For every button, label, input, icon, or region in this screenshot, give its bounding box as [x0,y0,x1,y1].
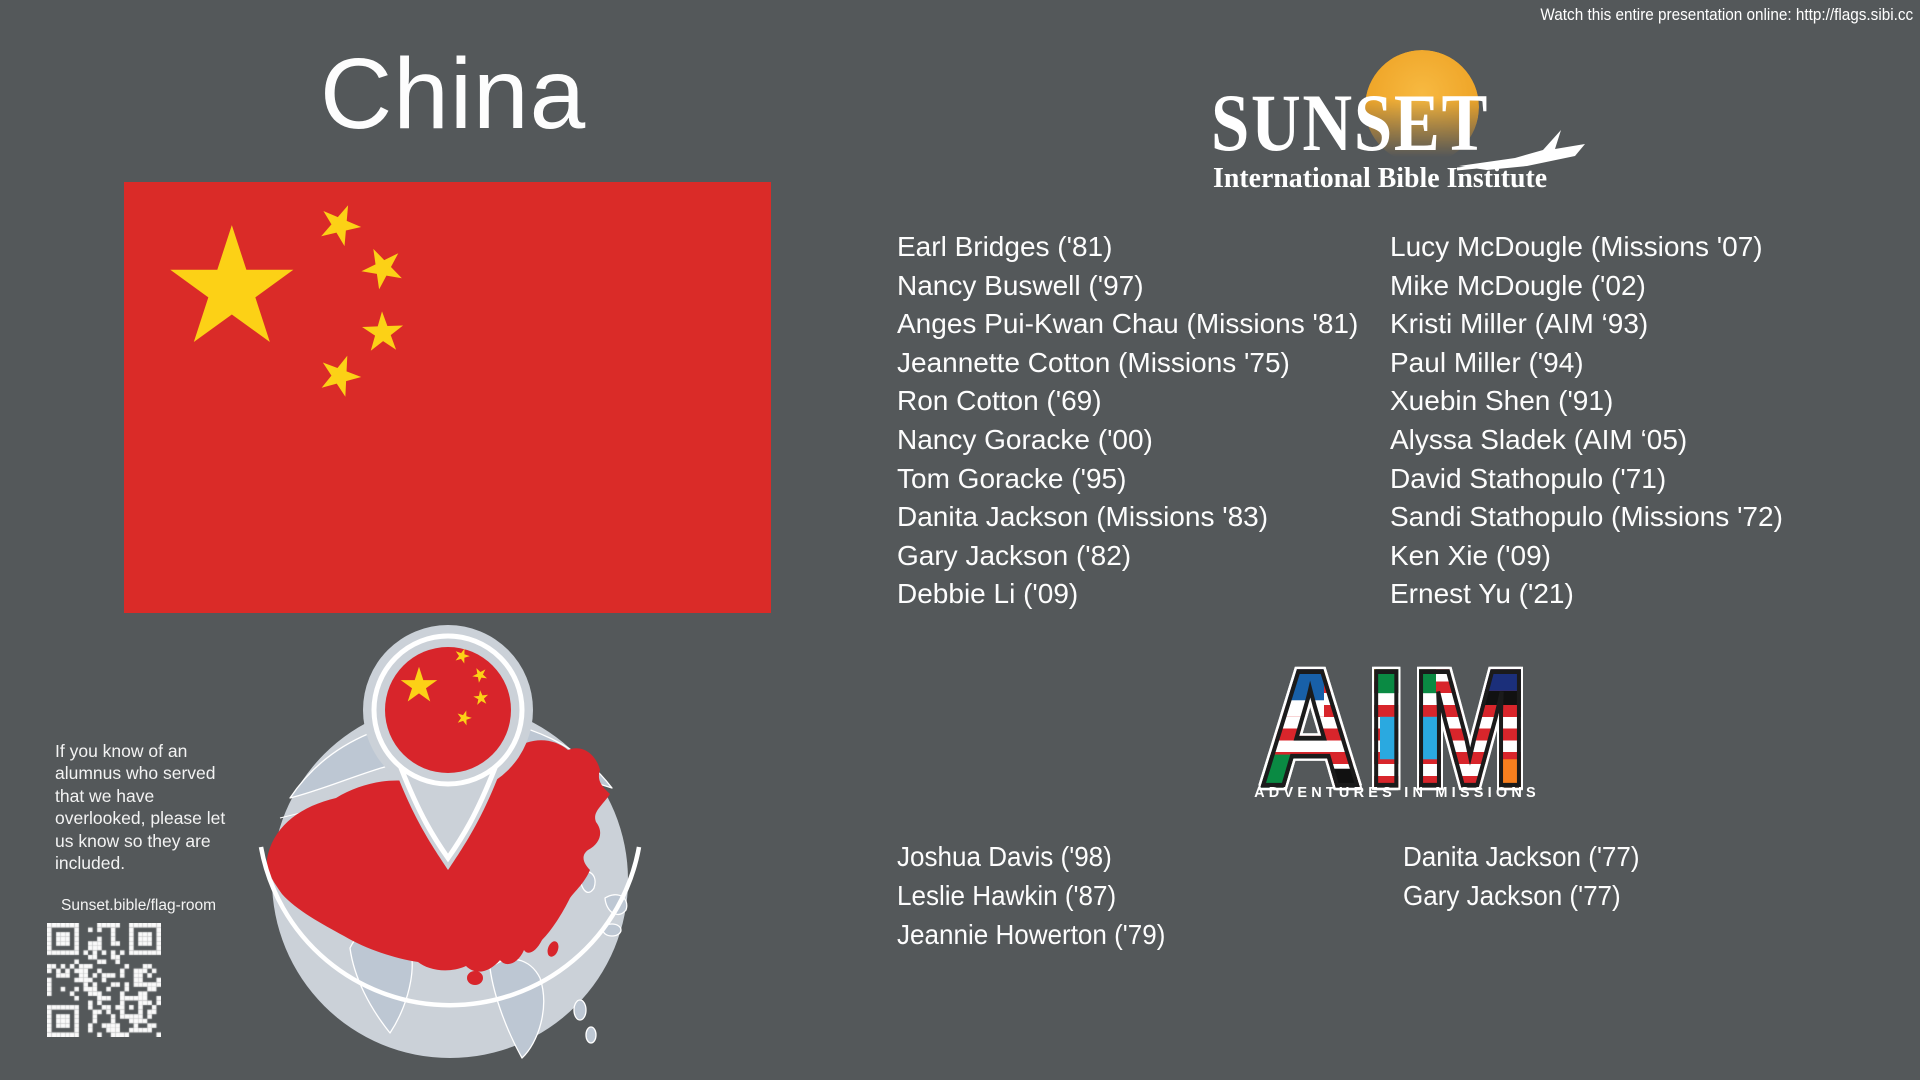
overlooked-alumnus-note: If you know of an alumnus who served tha… [55,741,226,873]
sunset-logo: SUNSET International Bible Institute [1205,50,1605,200]
list-item: Anges Pui-Kwan Chau (Missions '81) [897,308,1359,340]
qr-code [47,923,161,1037]
list-item: Kristi Miller (AIM ‘93) [1390,308,1649,340]
sunset-logo-title: SUNSET [1211,77,1490,168]
alumni-list-column-2: Lucy McDougle (Missions '07) Mike McDougl… [1390,228,1783,614]
globe-arc [258,846,642,1008]
list-item: Nancy Buswell ('97) [897,269,1144,301]
list-item: Ken Xie ('09) [1390,539,1551,571]
page-title: China [320,38,587,150]
list-item: Gary Jackson ('77) [1403,879,1621,911]
sunset-sun-icon [1365,50,1479,164]
list-item: Danita Jackson (Missions '83) [897,501,1269,533]
list-item: Leslie Hawkin ('87) [897,879,1117,911]
sunset-logo-subtitle: International Bible Institute [1213,162,1548,194]
list-item: Joshua Davis ('98) [897,841,1112,872]
flag-room-link[interactable]: Sunset.bible/flag-room [61,897,217,914]
china-flag [124,182,771,613]
list-item: Sandi Stathopulo (Missions '72) [1390,501,1783,533]
list-item: Alyssa Sladek (AIM ‘05) [1390,423,1688,455]
watch-online-link[interactable]: Watch this entire presentation online: h… [1540,5,1913,24]
list-item: Earl Bridges ('81) [897,231,1113,262]
list-item: Mike McDougle ('02) [1390,269,1646,301]
list-item: Gary Jackson ('82) [897,539,1132,571]
aim-logo: AIM ADVENTURES IN MISSIONS [1236,643,1558,813]
china-shape [266,740,610,985]
location-pin-icon [363,625,533,870]
globe-graphic [250,618,650,1078]
list-item: Ron Cotton ('69) [897,385,1102,417]
list-item: Ernest Yu ('21) [1390,578,1574,610]
china-map-globe [258,625,642,1059]
list-item: Xuebin Shen ('91) [1390,385,1614,417]
list-item: Nancy Goracke ('00) [897,423,1153,455]
list-item: Jeannette Cotton (Missions '75) [897,346,1290,378]
list-item: David Stathopulo ('71) [1390,462,1667,494]
aim-alumni-list-column-2: Danita Jackson ('77) Gary Jackson ('77) [1403,838,1640,916]
list-item: Jeannie Howerton ('79) [897,918,1166,950]
pin-flag-circle [385,647,511,773]
list-item: Danita Jackson ('77) [1403,841,1640,872]
aim-logo-letters: AIM [1258,635,1535,821]
china-flag-graphic [124,182,771,613]
airplane-icon [1457,130,1585,171]
list-item: Paul Miller ('94) [1390,346,1584,378]
aim-alumni-list-column-1: Joshua Davis ('98) Leslie Hawkin ('87) Jea… [897,838,1165,954]
alumni-list-column-1: Earl Bridges ('81) Nancy Buswell ('97) Ang… [897,228,1358,614]
list-item: Debbie Li ('09) [897,578,1079,610]
aim-logo-caption: ADVENTURES IN MISSIONS [1254,785,1540,801]
list-item: Lucy McDougle (Missions '07) [1390,231,1763,262]
list-item: Tom Goracke ('95) [897,462,1127,494]
